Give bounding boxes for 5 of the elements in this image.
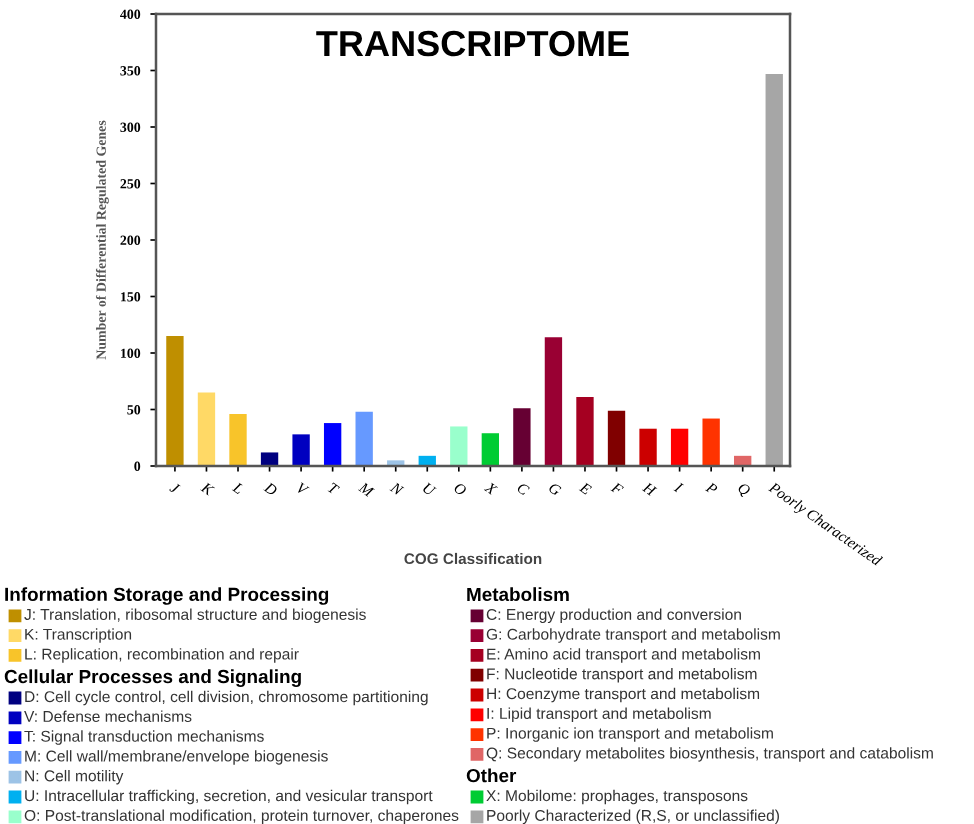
chart-title: TRANSCRIPTOME (316, 30, 629, 57)
text: Metabolism (467, 587, 569, 602)
text: Other (466, 768, 517, 783)
text: Information Storage and Processing (5, 587, 329, 605)
text: Cellular Processes and Signaling (4, 669, 301, 688)
